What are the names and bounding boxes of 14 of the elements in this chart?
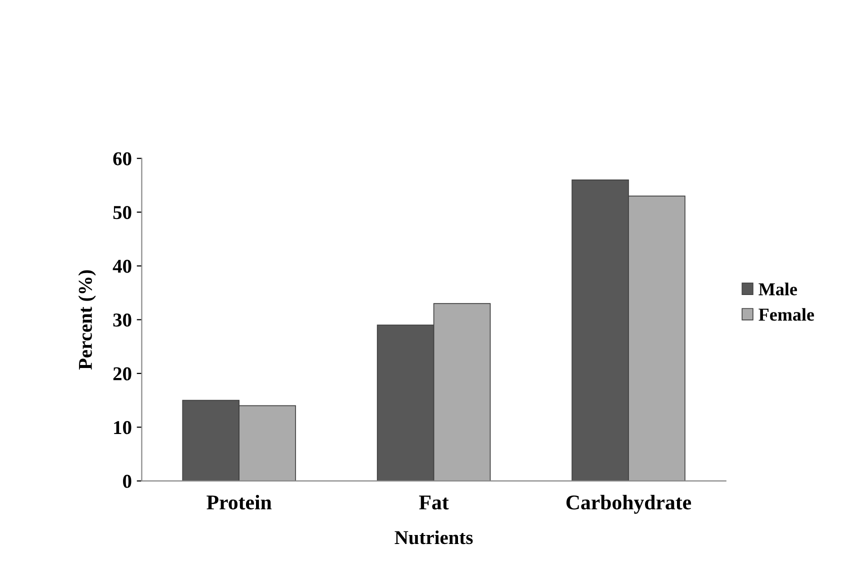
y-tick-label: 40 (112, 260, 132, 273)
y-tick-label: 0 (123, 474, 132, 488)
x-tick-label: Fat (419, 496, 449, 510)
y-tick-label: 30 (113, 313, 132, 327)
y-tick-label: 20 (113, 367, 132, 380)
x-axis-title: Nutrients (394, 530, 473, 544)
y-tick-label: 50 (113, 206, 132, 220)
x-tick-label: Protein (206, 494, 272, 510)
legend-label: Male (758, 282, 797, 296)
legend-label: Female (758, 308, 814, 321)
y-axis-title: Percent (%) (78, 270, 96, 370)
y-tick-label: 10 (114, 421, 132, 434)
x-tick-label: Carbohydrate (566, 494, 692, 514)
y-tick-label: 60 (113, 152, 132, 166)
